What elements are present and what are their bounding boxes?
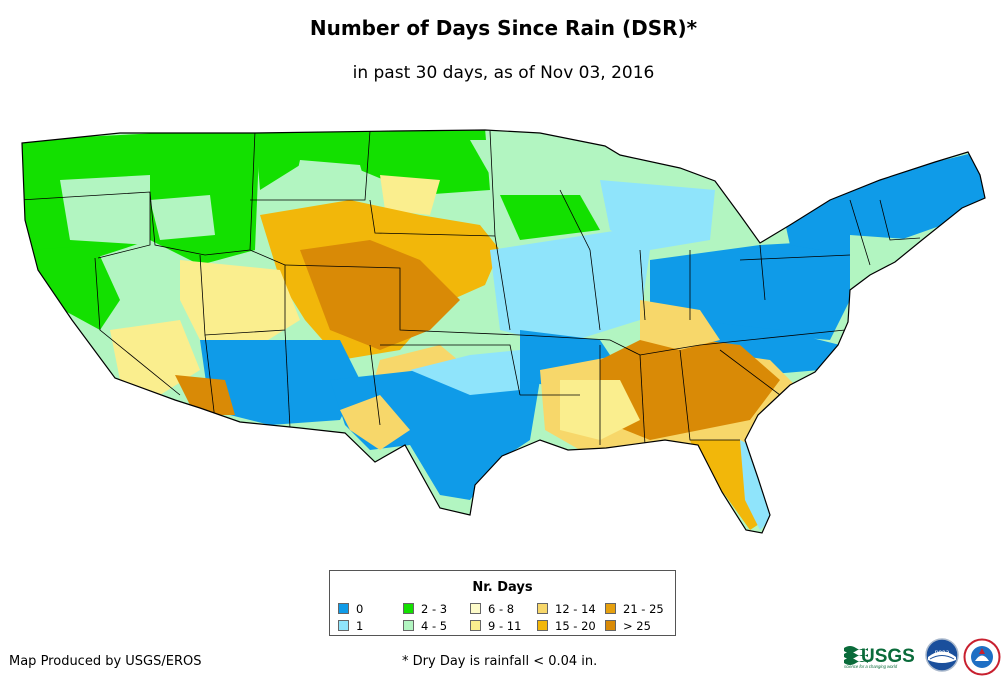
legend-label: 2 - 3 bbox=[421, 601, 448, 616]
legend-label: 0 bbox=[356, 601, 364, 616]
legend-swatch bbox=[537, 603, 548, 614]
map-land bbox=[22, 130, 985, 533]
legend-swatch bbox=[537, 620, 548, 631]
legend-swatch bbox=[470, 603, 481, 614]
legend-swatch bbox=[403, 603, 414, 614]
legend-item-8: 21 - 25 bbox=[605, 601, 664, 616]
legend-item-0: 0 bbox=[338, 601, 364, 616]
legend-title: Nr. Days bbox=[472, 580, 533, 595]
legend-swatch bbox=[470, 620, 481, 631]
us-outline bbox=[21, 129, 986, 534]
nws-logo bbox=[963, 638, 1001, 676]
state-boundaries bbox=[22, 130, 921, 446]
noaa-logo: noaa bbox=[925, 638, 959, 672]
legend-label: 4 - 5 bbox=[421, 618, 448, 633]
usgs-tagline: science for a changing world bbox=[844, 664, 898, 669]
footnote: * Dry Day is rainfall < 0.04 in. bbox=[402, 654, 598, 669]
map-subtitle: in past 30 days, as of Nov 03, 2016 bbox=[352, 63, 655, 83]
legend-label: 9 - 11 bbox=[488, 618, 522, 633]
legend-swatch bbox=[605, 603, 616, 614]
legend-item-7: 15 - 20 bbox=[537, 618, 596, 633]
usgs-wordmark: USGS bbox=[861, 646, 915, 667]
legend-label: 12 - 14 bbox=[555, 601, 596, 616]
legend-item-6: 12 - 14 bbox=[537, 601, 596, 616]
legend-label: 15 - 20 bbox=[555, 618, 596, 633]
legend-swatch bbox=[605, 620, 616, 631]
legend-label: 6 - 8 bbox=[488, 601, 515, 616]
legend-item-4: 6 - 8 bbox=[470, 601, 515, 616]
legend-label: 21 - 25 bbox=[623, 601, 664, 616]
legend: Nr. Days 0 1 2 - 3 4 - 5 6 - 8 9 - 11 12… bbox=[329, 570, 676, 636]
legend-item-2: 2 - 3 bbox=[403, 601, 448, 616]
legend-item-5: 9 - 11 bbox=[470, 618, 522, 633]
legend-swatch bbox=[403, 620, 414, 631]
usgs-logo: USGS science for a changing world bbox=[844, 646, 915, 669]
legend-item-3: 4 - 5 bbox=[403, 618, 448, 633]
legend-swatch bbox=[338, 620, 349, 631]
noaa-wordmark: noaa bbox=[935, 649, 950, 656]
legend-item-1: 1 bbox=[338, 618, 364, 633]
map-credit: Map Produced by USGS/EROS bbox=[9, 654, 202, 669]
map-title: Number of Days Since Rain (DSR)* bbox=[309, 16, 698, 40]
legend-item-9: > 25 bbox=[605, 618, 651, 633]
legend-label: 1 bbox=[356, 618, 364, 633]
legend-swatch bbox=[338, 603, 349, 614]
legend-label: > 25 bbox=[623, 618, 651, 633]
